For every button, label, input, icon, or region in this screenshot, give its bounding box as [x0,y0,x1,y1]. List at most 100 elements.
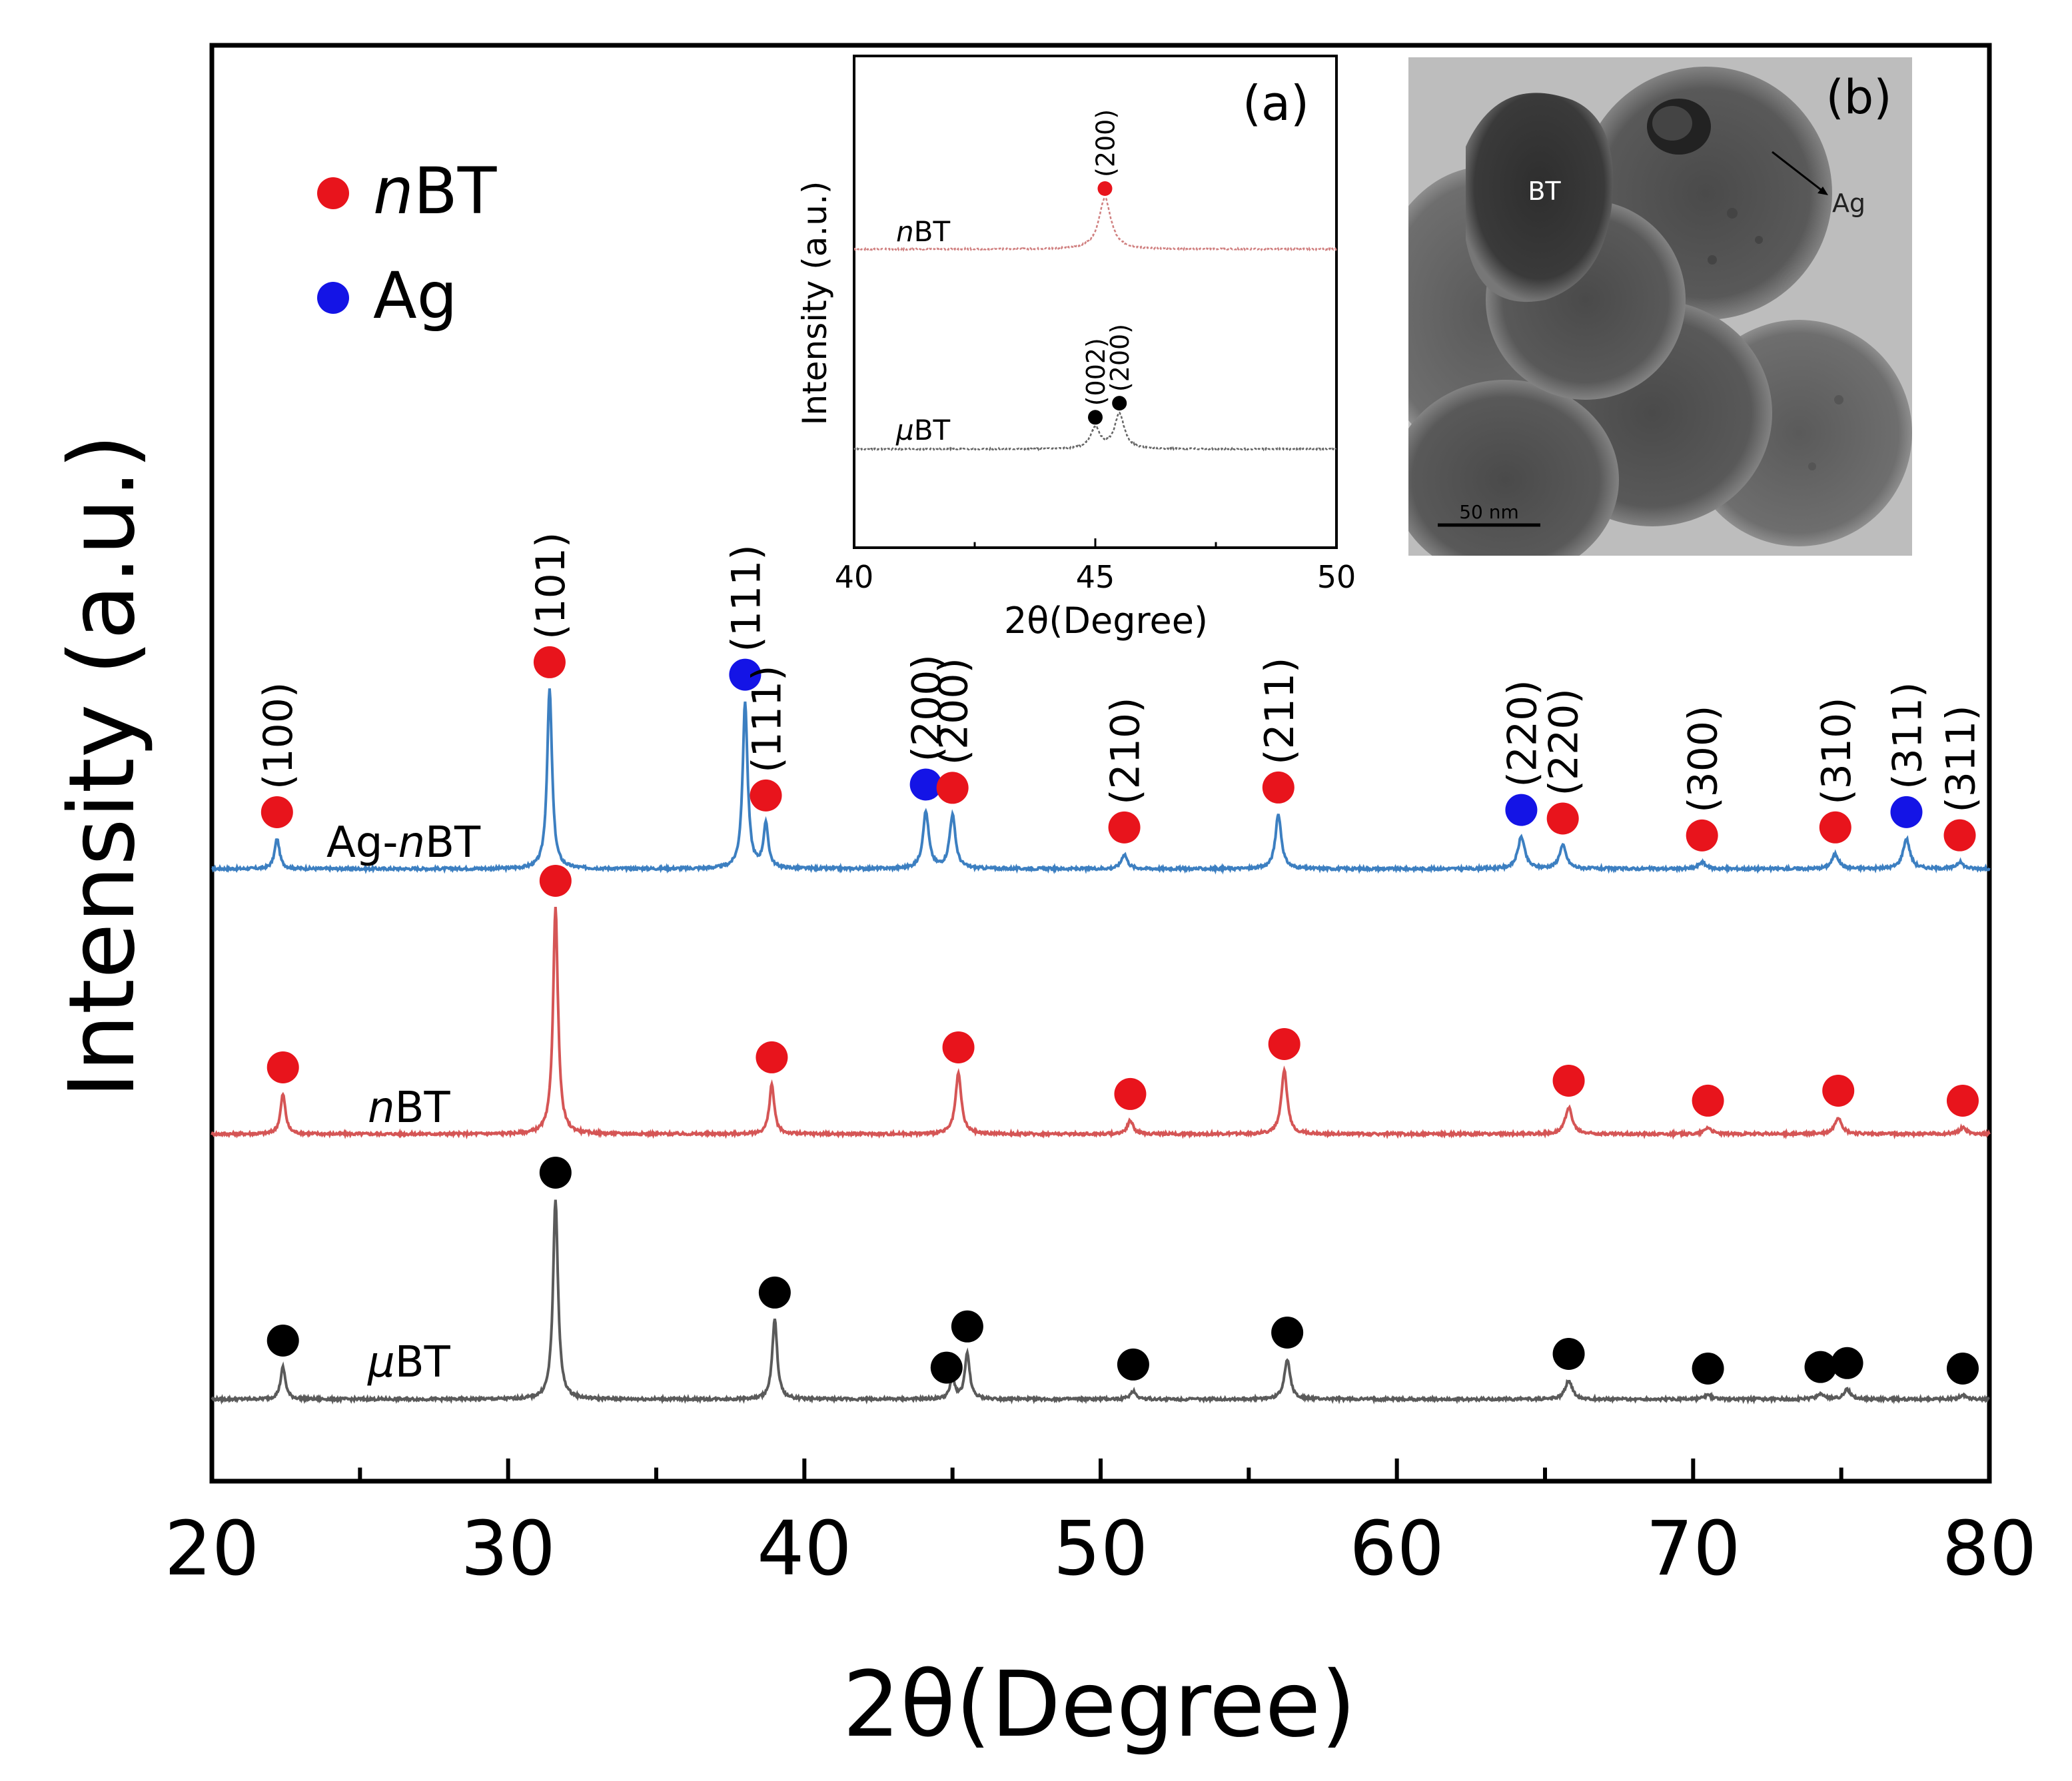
peak-marker [1114,1077,1147,1110]
peak-marker [1686,819,1718,852]
x-tick-label: 80 [1942,1506,2037,1592]
peak-marker [539,1156,572,1189]
peak-marker [1822,1074,1855,1107]
x-tick-label: 40 [835,559,874,595]
series-line [853,197,1337,252]
hkl-label: (311) [1938,705,1985,812]
inset-b-panel-label: (b) [1825,70,1891,125]
tem-bt-label: BT [1528,177,1561,206]
peak-marker [1262,771,1295,804]
x-tick-label: 50 [1317,559,1356,595]
hkl-label: (211) [1257,658,1303,765]
hkl-label: (200) [931,658,977,765]
x-axis-title: 2θ(Degree) [843,1652,1356,1758]
peak-marker [758,1276,791,1309]
hkl-label: (210) [1103,698,1149,805]
x-tick-label: 20 [165,1506,260,1592]
inset-x-axis-title: 2θ(Degree) [1004,600,1208,642]
hkl-label: (220) [1499,680,1546,787]
main-series-group [211,688,1991,1405]
peak-marker [951,1310,983,1343]
legend-ag-marker [317,282,349,314]
peak-marker [533,646,566,678]
peak-marker [1552,1064,1585,1097]
x-tick-label: 45 [1076,559,1115,595]
legend-nbt-label: nBT [373,154,497,229]
inset-b-tem-image: BT Ag (b) 50 nm [1408,57,1912,556]
peak-marker [266,1051,299,1083]
peak-marker [1268,1027,1300,1060]
peak-marker [1692,1084,1724,1117]
hkl-label: (100) [255,682,302,790]
peak-marker [750,779,782,812]
tem-scale-bar-label: 50 nm [1459,501,1519,523]
inset-label-nbt: nBT [896,215,950,248]
x-tick-label: 40 [757,1506,852,1592]
inset-series-group [853,197,1337,452]
series-line [211,1199,1990,1405]
hkl-label: (111) [723,544,770,652]
peak-marker [1552,1337,1585,1370]
peak-marker [1088,410,1103,425]
main-x-axis: 20 30 40 50 60 70 80 [165,1459,2037,1592]
x-tick-label: 30 [460,1506,556,1592]
peak-marker [1271,1316,1304,1349]
series-label-ubt: μBT [367,1338,451,1387]
hkl-label: (300) [1680,706,1727,813]
peak-marker [1117,1348,1149,1381]
peak-marker [1804,1351,1837,1383]
hkl-label: (311) [1884,682,1931,789]
peak-marker [930,1351,963,1384]
hkl-label: (220) [1541,688,1588,796]
inset-a-panel-label: (a) [1243,75,1309,131]
inset-markers-group: (200)(002)(200) [1081,109,1135,425]
x-tick-label: 60 [1349,1506,1444,1592]
peak-marker [266,1324,299,1357]
hkl-label: (200) [1091,109,1120,177]
series-label-ag-nbt: Ag-nBT [326,818,481,868]
legend-nbt-marker [317,177,349,209]
hkl-label: (200) [904,654,951,762]
hkl-label: (111) [744,666,791,773]
x-tick-label: 50 [1053,1506,1149,1592]
hkl-label: (002) [1081,338,1111,406]
peak-marker [1946,1352,1979,1385]
inset-label-ubt: μBT [895,414,951,446]
tem-arrow [1772,151,1826,195]
peak-marker [1692,1352,1724,1385]
main-markers-group: (100) (101) (111) (111) (200)(200) (210) (211)… [255,532,1985,1385]
series-line [853,411,1337,452]
peak-marker [1946,1084,1979,1117]
peak-marker [260,796,293,828]
peak-marker [1890,796,1923,828]
tem-arrow-head [1817,187,1828,195]
peak-marker [1819,811,1851,844]
peak-marker [756,1041,788,1073]
peak-marker [909,768,942,801]
peak-marker [936,772,969,804]
series-line [211,906,1991,1140]
x-tick-label: 70 [1646,1506,1741,1592]
inset-x-axis: 40 45 50 [835,538,1356,595]
peak-marker [1943,819,1976,852]
series-label-nbt: nBT [368,1083,450,1133]
peak-marker [729,658,762,691]
inset-a-frame [853,55,1338,549]
inset-a: (200)(002)(200) 40 45 50 (a) nBT μBT 2θ(De… [795,55,1356,642]
peak-marker [539,864,572,897]
peak-marker [1097,181,1113,196]
peak-marker [942,1031,975,1063]
tem-ag-label: Ag [1832,189,1865,218]
peak-marker [1546,802,1579,835]
legend: nBT Ag [317,154,497,333]
hkl-label: (310) [1813,697,1860,804]
peak-marker [1108,811,1141,844]
y-axis-title: Intensity (a.u.) [50,434,155,1098]
peak-marker [1505,794,1538,826]
peak-marker [1112,396,1127,411]
series-line [211,688,1991,875]
hkl-label: (101) [528,532,574,640]
inset-y-axis-title: Intensity (a.u.) [795,181,834,426]
peak-marker [1831,1347,1863,1379]
